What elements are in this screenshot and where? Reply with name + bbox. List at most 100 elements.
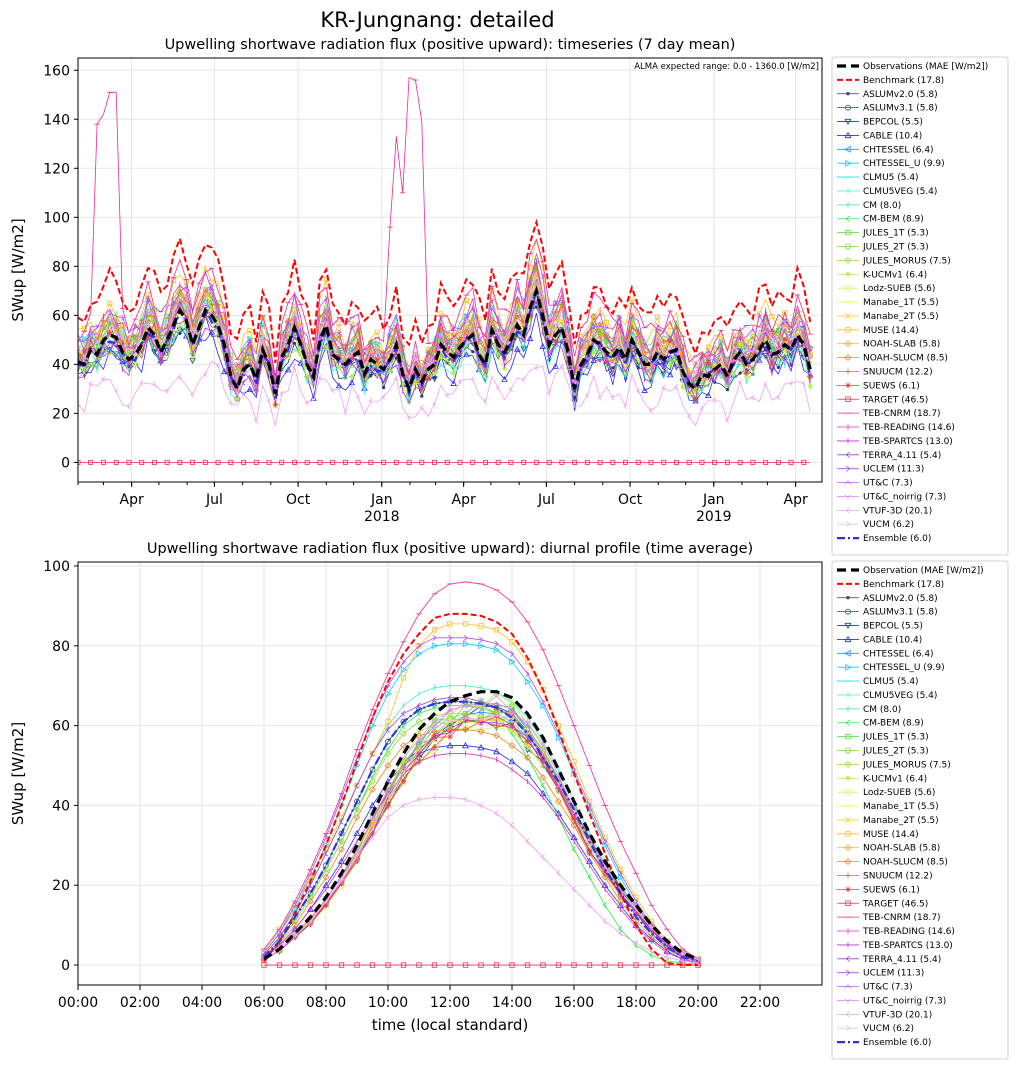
data-point bbox=[343, 372, 348, 379]
data-point bbox=[176, 327, 184, 334]
data-point bbox=[693, 360, 698, 367]
data-point bbox=[642, 364, 648, 371]
data-point bbox=[235, 391, 240, 397]
data-point bbox=[515, 285, 520, 292]
data-point bbox=[655, 332, 660, 339]
data-point bbox=[591, 349, 597, 356]
data-point bbox=[241, 390, 246, 397]
legend-label: Ensemble (6.0) bbox=[863, 1038, 931, 1048]
data-point bbox=[661, 459, 667, 465]
data-point bbox=[120, 332, 125, 339]
x-tick-label: 00:00 bbox=[58, 995, 98, 1011]
data-point bbox=[113, 323, 120, 328]
data-point bbox=[432, 634, 437, 641]
data-point bbox=[177, 374, 182, 380]
data-point bbox=[108, 315, 113, 322]
legend-label: CM (8.0) bbox=[863, 705, 901, 715]
data-point bbox=[737, 356, 742, 363]
data-point bbox=[770, 336, 775, 342]
data-point bbox=[323, 850, 328, 857]
legend-label: JULES_2T (5.3) bbox=[862, 747, 929, 757]
data-point bbox=[78, 400, 80, 407]
data-point bbox=[737, 379, 742, 386]
x-tick-label: Apr bbox=[120, 492, 144, 508]
data-point bbox=[158, 356, 164, 363]
data-point bbox=[113, 459, 119, 465]
legend-label: NOAH-SLAB (5.8) bbox=[863, 844, 940, 854]
legend-label: Manabe_2T (5.5) bbox=[863, 312, 939, 322]
data-point bbox=[368, 397, 373, 404]
data-point bbox=[337, 329, 342, 336]
legend-label: Lodz-SUEB (5.6) bbox=[863, 284, 935, 294]
data-point bbox=[114, 343, 119, 350]
data-point bbox=[603, 330, 610, 335]
data-point bbox=[401, 658, 406, 665]
data-point bbox=[693, 370, 698, 376]
data-point bbox=[353, 806, 361, 813]
legend-entry: BEPCOL (5.5) bbox=[837, 118, 923, 128]
data-point bbox=[533, 280, 540, 285]
legend-entry: Ensemble (6.0) bbox=[837, 534, 931, 544]
data-point bbox=[525, 838, 530, 845]
data-point bbox=[416, 962, 422, 968]
data-point bbox=[431, 962, 438, 968]
data-point bbox=[126, 459, 132, 465]
legend-entry: ASLUMv3.1 (5.8) bbox=[837, 608, 938, 618]
legend-label: ASLUMv3.1 (5.8) bbox=[863, 104, 938, 114]
series-line bbox=[263, 623, 699, 962]
data-point bbox=[177, 459, 183, 465]
data-point bbox=[555, 734, 563, 742]
legend-entry: Benchmark (17.8) bbox=[837, 580, 944, 590]
data-point bbox=[541, 698, 546, 705]
data-point bbox=[622, 362, 629, 369]
legend-marker bbox=[846, 1025, 851, 1032]
data-point bbox=[146, 298, 151, 304]
data-point bbox=[447, 962, 453, 968]
data-point bbox=[412, 380, 419, 386]
data-point bbox=[304, 373, 311, 380]
data-point bbox=[571, 388, 578, 395]
data-point bbox=[369, 816, 376, 821]
legend-entry: TEB-SPARTCS (13.0) bbox=[837, 437, 953, 447]
data-point bbox=[208, 289, 215, 294]
data-point bbox=[338, 830, 345, 837]
data-point bbox=[416, 796, 421, 803]
legend-entry: NOAH-SLAB (5.8) bbox=[837, 340, 940, 350]
legend-entry: SUEWS (6.1) bbox=[837, 381, 920, 391]
data-point bbox=[132, 362, 138, 368]
data-point bbox=[648, 407, 653, 414]
data-point bbox=[566, 316, 571, 323]
data-point bbox=[585, 363, 590, 370]
data-point bbox=[335, 382, 343, 389]
data-point bbox=[648, 459, 654, 465]
data-point bbox=[431, 743, 438, 750]
data-point bbox=[297, 359, 305, 366]
data-point bbox=[190, 459, 196, 465]
x-tick-label: Jul bbox=[537, 492, 555, 508]
legend-entry: CLMU5 (5.4) bbox=[837, 173, 919, 183]
data-point bbox=[540, 702, 547, 710]
data-point bbox=[272, 402, 278, 408]
data-point bbox=[664, 962, 670, 968]
data-point bbox=[184, 301, 189, 307]
legend-label: TEB-CNRM (18.7) bbox=[862, 409, 941, 419]
data-point bbox=[95, 323, 100, 330]
legend-entry: CHTESSEL_U (9.9) bbox=[837, 663, 945, 673]
data-point bbox=[132, 334, 139, 341]
data-point bbox=[737, 459, 743, 465]
data-point bbox=[630, 313, 635, 319]
data-point bbox=[444, 459, 450, 465]
data-point bbox=[417, 642, 422, 649]
data-point bbox=[661, 365, 666, 372]
data-point bbox=[673, 364, 680, 371]
data-point bbox=[259, 339, 266, 344]
data-point bbox=[462, 696, 469, 703]
legend-label: Manabe_1T (5.5) bbox=[863, 802, 939, 812]
data-point bbox=[524, 720, 531, 725]
data-point bbox=[719, 347, 724, 354]
data-point bbox=[610, 394, 615, 401]
data-point bbox=[416, 650, 423, 658]
timeseries-frame bbox=[77, 57, 823, 483]
data-point bbox=[95, 338, 100, 345]
y-tick-label: 60 bbox=[52, 719, 70, 735]
